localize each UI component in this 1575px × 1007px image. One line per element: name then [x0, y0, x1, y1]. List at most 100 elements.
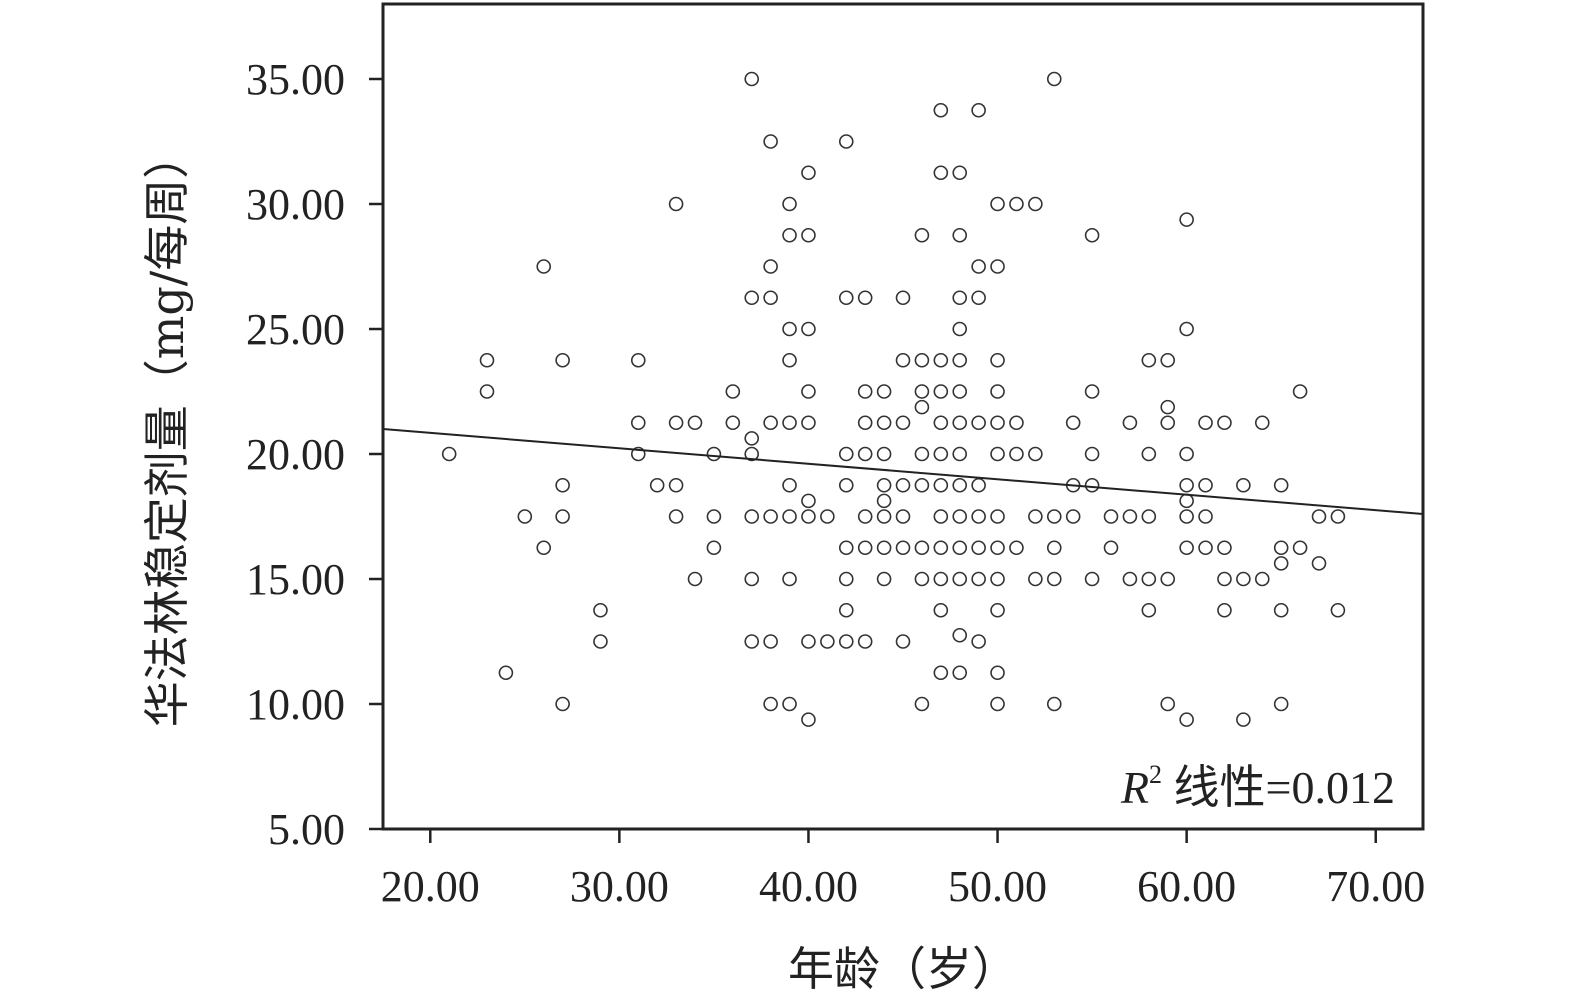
data-point	[1273, 477, 1289, 493]
data-point	[1009, 196, 1024, 212]
data-point	[971, 415, 986, 431]
data-point	[706, 446, 722, 462]
data-point	[479, 352, 495, 368]
data-point	[744, 71, 760, 87]
data-point	[914, 477, 930, 493]
data-point	[536, 540, 552, 556]
data-point	[668, 477, 684, 493]
data-point	[876, 571, 892, 587]
data-point	[933, 102, 949, 118]
data-point	[744, 431, 760, 446]
data-point	[1028, 571, 1043, 587]
r2-superscript: 2	[1149, 760, 1162, 789]
data-point	[1179, 446, 1194, 462]
data-point	[857, 446, 873, 462]
data-point	[838, 290, 854, 306]
data-point	[838, 134, 854, 149]
data-point	[725, 384, 741, 399]
data-point	[782, 227, 797, 243]
data-point	[1217, 571, 1232, 587]
data-point	[990, 540, 1005, 556]
r-squared-annotation: R2 线性=0.012	[1120, 760, 1395, 813]
data-point	[895, 290, 911, 306]
data-point	[801, 493, 816, 509]
data-point	[555, 477, 570, 493]
data-point	[990, 696, 1005, 712]
data-point	[801, 509, 816, 524]
data-point	[914, 227, 930, 243]
data-point	[1254, 415, 1270, 431]
r2-symbol: R	[1120, 762, 1149, 813]
data-point	[914, 446, 930, 462]
data-point	[1141, 446, 1157, 462]
y-tick-label: 20.00	[246, 430, 345, 479]
data-point	[1236, 477, 1251, 493]
data-point	[914, 571, 930, 587]
data-point	[971, 477, 986, 493]
data-point	[990, 571, 1005, 587]
data-point	[1160, 352, 1176, 368]
data-point	[876, 477, 892, 493]
y-tick-label: 15.00	[246, 555, 345, 604]
data-point	[952, 540, 968, 556]
data-point	[555, 352, 570, 368]
data-point	[1179, 477, 1194, 493]
data-point	[1028, 509, 1043, 524]
data-point	[706, 540, 722, 556]
data-point	[782, 477, 797, 493]
data-point	[820, 634, 835, 649]
data-point	[971, 634, 986, 649]
data-point	[876, 540, 892, 556]
data-point	[1198, 540, 1213, 556]
data-point	[1198, 415, 1213, 431]
data-point	[1273, 540, 1289, 556]
data-point	[933, 477, 949, 493]
data-point	[895, 540, 911, 556]
data-point	[763, 290, 778, 306]
data-point	[479, 384, 495, 399]
data-point	[895, 352, 911, 368]
data-point	[1198, 477, 1213, 493]
data-point	[952, 477, 968, 493]
data-point	[1311, 509, 1327, 524]
data-point	[801, 712, 816, 727]
data-point	[1292, 384, 1308, 399]
data-point	[952, 321, 968, 337]
data-point	[838, 571, 854, 587]
data-point	[1084, 384, 1100, 399]
x-axis-title: 年龄（岁）	[788, 942, 1018, 996]
data-point	[782, 571, 797, 587]
data-point	[1122, 509, 1138, 524]
data-point	[1160, 696, 1176, 712]
data-point	[1160, 571, 1176, 587]
data-point	[1141, 509, 1157, 524]
data-point	[952, 665, 968, 681]
y-axis: 5.00 10.00 15.00 20.00 25.00 30.00 35.00	[246, 55, 383, 854]
data-point	[1046, 540, 1062, 556]
data-point	[952, 627, 968, 643]
data-point	[914, 399, 930, 415]
data-point	[914, 384, 930, 399]
data-point	[782, 321, 797, 337]
data-point	[668, 196, 684, 212]
data-point	[782, 415, 797, 431]
data-point	[1009, 540, 1024, 556]
data-point	[933, 352, 949, 368]
data-point	[744, 290, 760, 306]
data-point	[914, 540, 930, 556]
data-point	[1273, 602, 1289, 618]
data-point	[1009, 415, 1024, 431]
data-point	[1141, 571, 1157, 587]
data-point	[933, 602, 949, 618]
data-point	[1273, 696, 1289, 712]
data-point	[801, 415, 816, 431]
data-point	[952, 384, 968, 399]
data-point	[952, 415, 968, 431]
fit-line	[382, 428, 1424, 515]
data-point	[668, 509, 684, 524]
data-point	[838, 634, 854, 649]
data-point	[952, 165, 968, 181]
data-point	[517, 509, 533, 524]
data-point	[933, 509, 949, 524]
y-tick-label: 10.00	[246, 680, 345, 729]
